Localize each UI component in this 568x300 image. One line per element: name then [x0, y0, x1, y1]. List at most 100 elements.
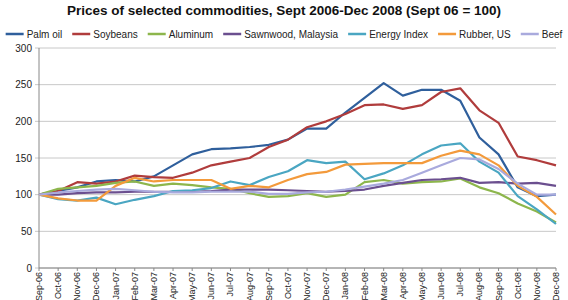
- legend-label: Rubber, US: [459, 29, 511, 40]
- series-line: [39, 143, 556, 224]
- grid-line: [35, 48, 556, 49]
- x-tick: [115, 268, 116, 271]
- x-tick-label: Feb-08: [360, 272, 370, 300]
- x-tick: [287, 268, 288, 271]
- legend-item: Sawnwood, Malaysia: [223, 29, 338, 40]
- y-tick-label: 300: [15, 43, 32, 54]
- series-line: [39, 158, 556, 195]
- x-tick: [77, 268, 78, 271]
- x-tick-label: Jan-08: [340, 272, 350, 300]
- x-tick-label: Aug-08: [474, 272, 484, 300]
- legend-swatch: [148, 33, 166, 36]
- title: Prices of selected commodities, Sept 200…: [67, 3, 501, 18]
- x-tick-label: Jul-08: [455, 272, 465, 297]
- x-tick: [517, 268, 518, 271]
- legend-swatch: [438, 33, 456, 36]
- legend-label: Soybeans: [93, 29, 137, 40]
- x-tick-label: Dec-07: [321, 272, 331, 300]
- y-axis: [39, 48, 40, 268]
- legend-label: Aluminum: [169, 29, 213, 40]
- x-tick: [536, 268, 537, 271]
- x-tick-label: May-07: [187, 272, 197, 300]
- y-tick-label: 50: [21, 226, 33, 237]
- plot-area: [39, 83, 556, 224]
- legend-item: Rubber, US: [438, 29, 511, 40]
- legend-item: Palm oil: [6, 29, 63, 40]
- x-tick-label: Sep-06: [34, 272, 44, 300]
- x-tick: [479, 268, 480, 271]
- legend-label: Palm oil: [27, 29, 63, 40]
- grid-line: [35, 231, 556, 232]
- x-tick: [402, 268, 403, 271]
- x-tick: [96, 268, 97, 271]
- x-tick: [134, 268, 135, 271]
- legend-label: Energy Index: [369, 29, 428, 40]
- x-axis: [39, 268, 556, 269]
- x-tick-label: Nov-07: [302, 272, 312, 300]
- x-tick-label: Jun-07: [206, 272, 216, 300]
- x-tick-label: Feb-07: [130, 272, 140, 300]
- legend-swatch: [223, 33, 241, 36]
- legend-swatch: [348, 33, 366, 36]
- y-tick-label: 200: [15, 116, 32, 127]
- legend-item: Soybeans: [72, 29, 137, 40]
- legend-swatch: [72, 33, 90, 36]
- x-tick-label: Apr-08: [398, 272, 408, 299]
- x-tick-label: Jun-08: [436, 272, 446, 300]
- x-tick-label: Oct-08: [513, 272, 523, 299]
- x-tick: [153, 268, 154, 271]
- x-tick: [230, 268, 231, 271]
- y-tick-label: 0: [26, 263, 32, 274]
- x-tick-label: Nov-06: [72, 272, 82, 300]
- x-tick-label: Apr-07: [168, 272, 178, 299]
- x-tick-label: Sep-07: [264, 272, 274, 300]
- series-line: [39, 88, 556, 194]
- grid-line: [35, 121, 556, 122]
- legend-label: Sawnwood, Malaysia: [244, 29, 338, 40]
- x-tick: [39, 268, 40, 271]
- x-tick-label: Nov-08: [532, 272, 542, 300]
- legend: Palm oil Soybeans Aluminum Sawnwood, Malays…: [6, 29, 563, 40]
- x-tick: [173, 268, 174, 271]
- x-tick: [307, 268, 308, 271]
- legend-label: Beef: [542, 29, 563, 40]
- x-tick: [326, 268, 327, 271]
- x-tick-label: Dec-06: [91, 272, 101, 300]
- series-line: [39, 151, 556, 215]
- x-tick-label: Mar-07: [149, 272, 159, 300]
- x-tick: [498, 268, 499, 271]
- grid-line: [35, 268, 556, 269]
- x-tick-label: Aug-07: [245, 272, 255, 300]
- legend-swatch: [521, 33, 539, 36]
- x-tick: [421, 268, 422, 271]
- x-tick: [441, 268, 442, 271]
- x-tick-label: Dec-08: [551, 272, 561, 300]
- x-tick-label: Oct-06: [53, 272, 63, 299]
- x-tick: [364, 268, 365, 271]
- x-tick-label: Jul-07: [225, 272, 235, 297]
- x-tick: [249, 268, 250, 271]
- series-line: [39, 83, 556, 196]
- legend-swatch: [6, 33, 24, 36]
- legend-item: Energy Index: [348, 29, 428, 40]
- x-tick: [556, 268, 557, 271]
- x-tick-label: May-08: [417, 272, 427, 300]
- y-tick-label: 100: [15, 189, 32, 200]
- x-tick: [211, 268, 212, 271]
- y-tick-label: 250: [15, 79, 32, 90]
- legend-item: Beef: [521, 29, 563, 40]
- x-tick: [268, 268, 269, 271]
- x-tick: [192, 268, 193, 271]
- chart: Prices of selected commodities, Sept 200…: [0, 0, 568, 300]
- x-tick-label: Jan-07: [111, 272, 121, 300]
- x-tick-label: Oct-07: [283, 272, 293, 299]
- x-tick: [383, 268, 384, 271]
- grid-line: [35, 84, 556, 85]
- x-tick-label: Sep-08: [494, 272, 504, 300]
- y-tick-label: 150: [15, 153, 32, 164]
- x-tick-label: Mar-08: [379, 272, 389, 300]
- x-tick: [460, 268, 461, 271]
- legend-item: Aluminum: [148, 29, 213, 40]
- x-tick: [58, 268, 59, 271]
- x-tick: [345, 268, 346, 271]
